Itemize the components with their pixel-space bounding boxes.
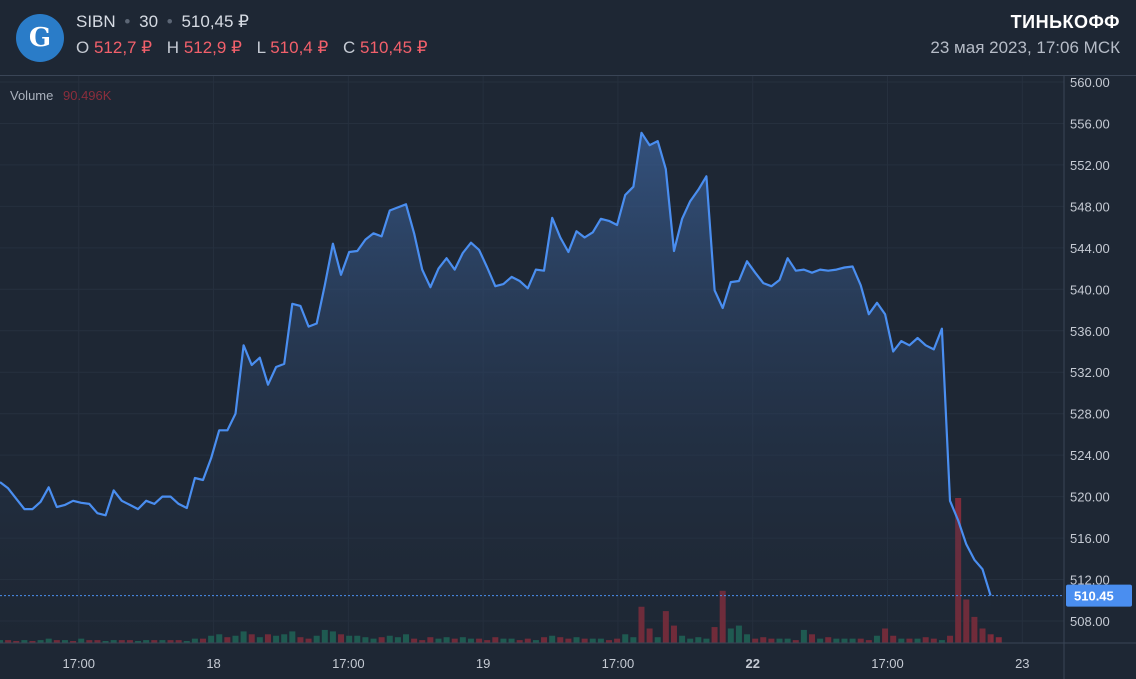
volume-bar [987, 634, 994, 643]
high-value: 512,9 ₽ [183, 38, 242, 57]
x-tick-label: 19 [476, 656, 490, 671]
y-tick-label: 552.00 [1070, 158, 1110, 173]
last-price: 510,45 ₽ [181, 12, 249, 31]
interval: 30 [139, 12, 159, 31]
low-label: L [256, 38, 266, 57]
last-price-tag: 510.45 [1066, 584, 1132, 607]
separator-dot-icon: • [124, 12, 131, 31]
y-tick-label: 532.00 [1070, 365, 1110, 380]
close-label: C [343, 38, 356, 57]
high-label: H [166, 38, 180, 57]
low-value: 510,4 ₽ [270, 38, 329, 57]
x-tick-label: 23 [1015, 656, 1029, 671]
brand-logo-text: ТИНЬКОФФ [1010, 12, 1120, 32]
separator-dot-icon: • [166, 12, 173, 31]
volume-legend: Volume 90.496K [10, 88, 111, 103]
y-tick-label: 524.00 [1070, 448, 1110, 463]
x-tick-label: 22 [745, 656, 759, 671]
last-price-tag-text: 510.45 [1074, 589, 1114, 604]
chart-header: G SIBN • 30 • 510,45 ₽ O 512,7 ₽ H 512,9… [0, 0, 1136, 76]
y-tick-label: 512.00 [1070, 573, 1110, 588]
y-tick-label: 508.00 [1070, 614, 1110, 629]
y-tick-label: 536.00 [1070, 324, 1110, 339]
volume-label: Volume [10, 88, 54, 103]
y-tick-label: 520.00 [1070, 490, 1110, 505]
y-tick-label: 540.00 [1070, 282, 1110, 297]
x-tick-label: 18 [206, 656, 220, 671]
ohlc-row: O 512,7 ₽ H 512,9 ₽ L 510,4 ₽ C 510,45 ₽ [76, 38, 438, 58]
open-label: O [76, 38, 90, 57]
y-tick-label: 528.00 [1070, 407, 1110, 422]
x-tick-label: 17:00 [871, 656, 904, 671]
y-tick-label: 548.00 [1070, 199, 1110, 214]
y-tick-label: 560.00 [1070, 75, 1110, 90]
close-value: 510,45 ₽ [360, 38, 428, 57]
y-tick-label: 516.00 [1070, 531, 1110, 546]
open-value: 512,7 ₽ [93, 38, 153, 57]
price-line [0, 131, 992, 596]
ticker-symbol: SIBN [76, 12, 116, 31]
last-price-tag-bg [1066, 584, 1132, 607]
ticker-row: SIBN • 30 • 510,45 ₽ [76, 12, 249, 32]
x-tick-label: 17:00 [62, 656, 95, 671]
datetime-stamp: 23 мая 2023, 17:06 МСК [930, 38, 1120, 57]
logo-letter: G [28, 23, 52, 53]
y-tick-label: 556.00 [1070, 116, 1110, 131]
volume-value: 90.496K [63, 88, 112, 103]
price-area [0, 132, 991, 644]
y-axis: 560.00 556.00 552.00 548.00 544.00 540.00 536.… [1070, 75, 1110, 629]
volume-bar [995, 637, 1002, 643]
y-tick-label: 544.00 [1070, 241, 1110, 256]
x-tick-label: 17:00 [332, 656, 365, 671]
x-tick-label: 17:00 [602, 656, 635, 671]
gazprom-neft-logo: G [16, 14, 64, 62]
